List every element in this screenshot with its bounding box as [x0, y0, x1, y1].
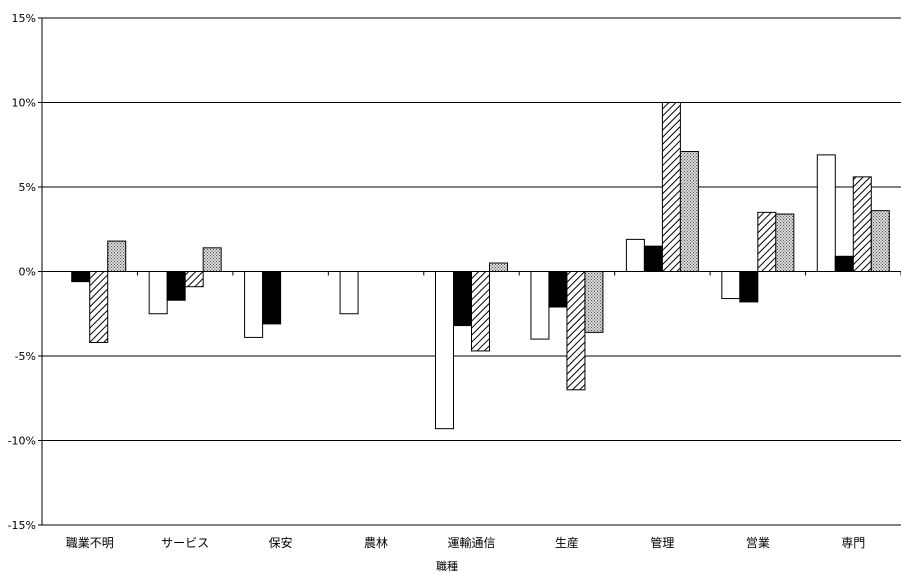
bar	[262, 271, 282, 325]
bar	[757, 211, 777, 273]
x-category-label: 営業	[746, 536, 770, 550]
bar	[148, 271, 168, 315]
bar	[530, 271, 550, 340]
bar	[71, 271, 91, 283]
bars-group	[71, 102, 890, 430]
grid-lines	[42, 17, 901, 441]
y-tick-label: 15%	[12, 12, 36, 25]
y-tick-label: -15%	[8, 519, 36, 532]
bar	[721, 271, 741, 300]
y-tick-label: -5%	[15, 350, 36, 363]
bar	[166, 271, 186, 301]
y-tick-label: 10%	[12, 97, 36, 110]
x-category-label: サービス	[161, 536, 209, 550]
x-axis-label: 職種	[436, 559, 458, 573]
y-tick-label: -10%	[8, 435, 36, 448]
bar	[453, 271, 472, 327]
x-category-label: 管理	[650, 535, 674, 550]
x-category-label: 保安	[269, 535, 293, 550]
bar	[566, 271, 586, 391]
bar	[584, 271, 604, 333]
x-category-label: 生産	[555, 535, 579, 550]
axes-group	[38, 17, 901, 526]
bar	[661, 102, 681, 272]
labels-group: 15% 10% 5% 0% -5% -10% -15% 職業不明 サービス 保安 農林 運輸通信 生産 管…	[8, 12, 866, 550]
bar	[679, 151, 699, 272]
bar	[471, 271, 490, 352]
bar	[739, 271, 759, 303]
bar	[548, 271, 568, 308]
bar	[202, 247, 222, 272]
y-tick-label: 5%	[19, 181, 36, 194]
bar	[184, 271, 204, 288]
y-tick-label: 0%	[19, 266, 36, 279]
bar	[89, 271, 109, 343]
bar	[625, 238, 645, 272]
x-category-label: 農林	[364, 536, 388, 550]
bar	[852, 176, 872, 272]
x-category-label: 運輸通信	[447, 535, 495, 550]
x-category-label: 職業不明	[66, 536, 114, 550]
bar	[435, 271, 454, 430]
bar	[244, 271, 264, 338]
x-category-label: 専門	[841, 536, 865, 550]
bar	[643, 245, 663, 272]
bar	[339, 271, 359, 315]
bar	[834, 255, 854, 273]
bar	[816, 154, 836, 272]
bar	[489, 262, 508, 272]
bar	[870, 210, 890, 273]
bar	[775, 213, 795, 272]
bar	[107, 240, 127, 273]
